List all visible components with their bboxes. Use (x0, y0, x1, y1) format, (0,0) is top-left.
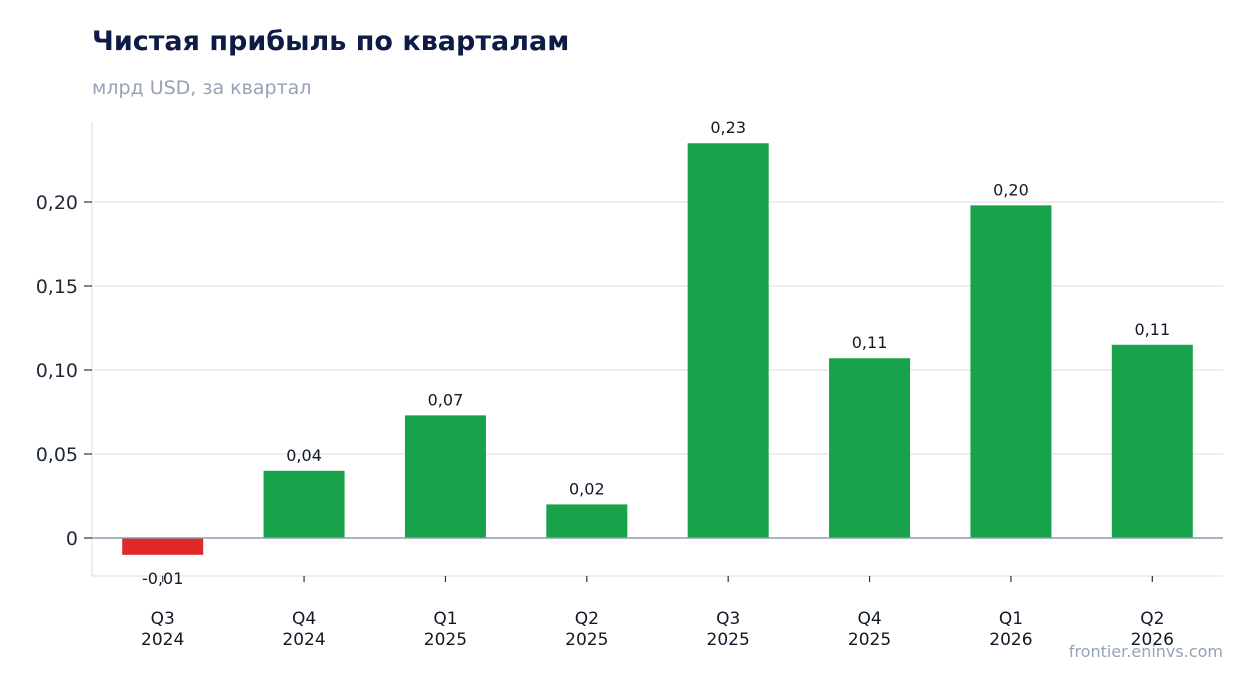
x-tick-label: Q2 (1140, 609, 1164, 629)
data-label: 0,07 (428, 390, 464, 409)
x-tick-label: Q4 (857, 609, 881, 629)
chart-subtitle: млрд USD, за квартал (92, 77, 312, 99)
x-tick-label: Q3 (151, 609, 175, 629)
data-label: 0,11 (852, 333, 888, 352)
x-tick-label: 2025 (424, 630, 467, 650)
x-tick-label: 2025 (707, 630, 750, 650)
x-tick-label: 2026 (989, 630, 1032, 650)
data-label: 0,20 (993, 180, 1029, 199)
bar (122, 538, 204, 555)
x-tick-label: Q1 (999, 609, 1023, 629)
y-tick-label: 0,05 (36, 444, 78, 466)
bar (829, 358, 911, 538)
bar (404, 415, 486, 538)
x-tick-label: Q1 (433, 609, 457, 629)
data-label: 0,11 (1135, 320, 1171, 339)
bar (546, 504, 628, 538)
bar (687, 143, 769, 538)
bar (970, 205, 1052, 539)
y-tick-label: 0,20 (36, 192, 78, 214)
x-tick-label: 2025 (848, 630, 891, 650)
source-label: frontier.eninvs.com (1068, 642, 1223, 661)
x-tick-label: Q2 (575, 609, 599, 629)
y-tick-label: 0,15 (36, 276, 78, 298)
x-tick-label: 2025 (565, 630, 608, 650)
x-tick-label: Q4 (292, 609, 316, 629)
data-label: 0,23 (710, 118, 746, 137)
x-tick-label: 2024 (282, 630, 325, 650)
x-tick-label: 2026 (1131, 630, 1174, 650)
chart-title: Чистая прибыль по кварталам (92, 26, 570, 57)
x-tick-label: 2024 (141, 630, 184, 650)
bar (1111, 344, 1193, 538)
data-label: 0,04 (286, 446, 322, 465)
x-tick-label: Q3 (716, 609, 740, 629)
data-label: 0,02 (569, 479, 605, 498)
bar (263, 470, 345, 538)
y-tick-label: 0 (66, 528, 78, 550)
y-tick-label: 0,10 (36, 360, 78, 382)
